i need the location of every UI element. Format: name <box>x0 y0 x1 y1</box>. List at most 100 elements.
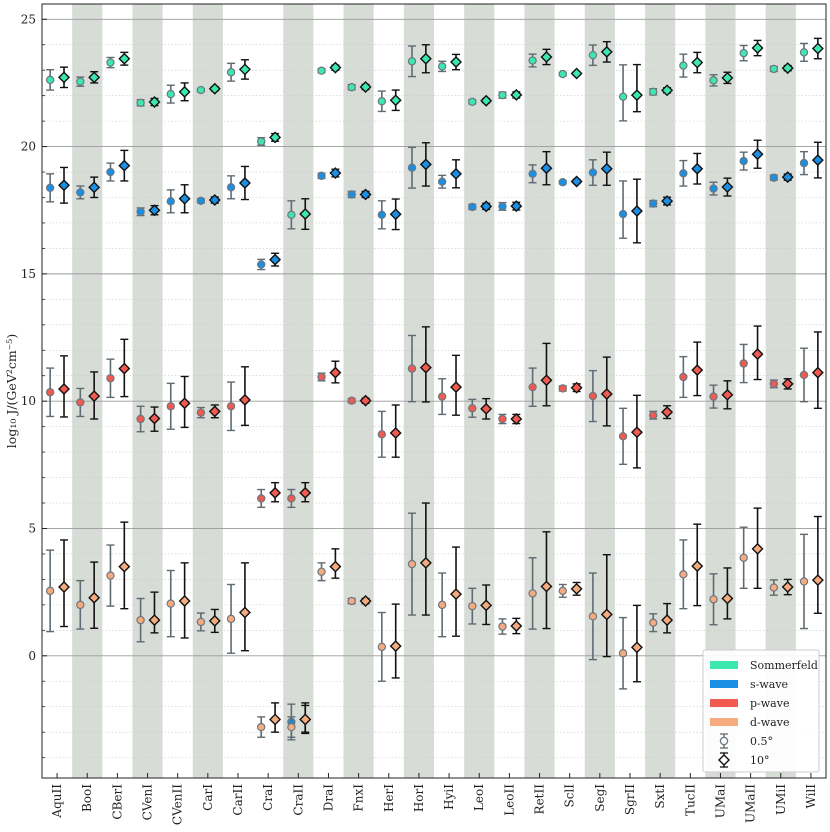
s-wave-10deg-BooI <box>88 181 101 194</box>
s-wave-0.5deg-SxtI <box>649 199 658 208</box>
Sommerfeld-0.5deg-SgrII <box>618 92 628 101</box>
s-wave-10deg-CraI <box>269 253 282 266</box>
p-wave-10deg-WilI <box>811 366 824 379</box>
legend-label-d-wave: d-wave <box>750 716 789 729</box>
Sommerfeld-10deg-SxtI <box>661 84 674 97</box>
Sommerfeld-10deg-TucII <box>691 56 704 69</box>
Sommerfeld-0.5deg-HyiI <box>437 62 447 71</box>
p-wave-0.5deg-SgrII <box>618 432 628 441</box>
legend-swatch-s-wave <box>710 680 738 688</box>
p-wave-10deg-UMaII <box>751 348 764 361</box>
legend-marker-circle <box>719 736 729 746</box>
s-wave-10deg-WilI <box>811 154 824 167</box>
d-wave-0.5deg-CraII <box>287 722 296 732</box>
s-wave-0.5deg-SgrII <box>618 209 628 219</box>
x-tick-label-CarII: CarII <box>231 784 245 816</box>
legend-label-0.5°: 0.5° <box>750 735 773 748</box>
p-wave-0.5deg-SxtI <box>649 410 658 420</box>
x-tick-label-CraI: CraI <box>261 784 275 811</box>
p-wave-0.5deg-TucII <box>679 372 688 382</box>
Sommerfeld-0.5deg-HerI <box>377 97 387 106</box>
p-wave-10deg-AquII <box>58 382 71 395</box>
Sommerfeld-0.5deg-FnxI <box>347 83 356 92</box>
s-wave-0.5deg-UMiI <box>769 173 779 182</box>
band-HorI <box>403 4 434 778</box>
p-wave-0.5deg-UMaI <box>709 392 718 401</box>
p-wave-10deg-HerI <box>389 427 402 439</box>
p-wave-0.5deg-CarI <box>196 408 206 417</box>
p-wave-10deg-SclI <box>570 381 583 394</box>
s-wave-0.5deg-DraI <box>317 171 326 181</box>
Sommerfeld-10deg-HerI <box>389 94 402 107</box>
Sommerfeld-0.5deg-UMiI <box>769 64 779 74</box>
s-wave-10deg-CVenII <box>178 192 191 205</box>
Sommerfeld-10deg-CVenII <box>178 85 191 98</box>
s-wave-0.5deg-UMaI <box>709 184 718 193</box>
d-wave-0.5deg-DraI <box>317 567 326 576</box>
d-wave-10deg-SxtI <box>661 614 674 627</box>
Sommerfeld-10deg-UMaII <box>751 42 764 55</box>
grid-lines <box>42 18 826 758</box>
p-wave-0.5deg-CVenI <box>136 414 145 424</box>
y-tick-label: 25 <box>21 12 36 26</box>
p-wave-10deg-SxtI <box>661 406 674 419</box>
d-wave-0.5deg-LeoI <box>468 601 477 611</box>
p-wave-10deg-RetII <box>540 374 553 387</box>
Sommerfeld-0.5deg-CarI <box>196 85 206 95</box>
band-RetII <box>524 4 555 778</box>
legend-label-s-wave: s-wave <box>750 678 788 691</box>
s-wave-0.5deg-LeoII <box>498 202 507 211</box>
p-wave-0.5deg-CVenII <box>166 402 175 411</box>
Sommerfeld-10deg-SclI <box>570 67 583 80</box>
d-wave-10deg-UMiI <box>781 581 794 594</box>
d-wave-0.5deg-SgrII <box>618 649 628 658</box>
p-wave-0.5deg-DraI <box>317 372 326 382</box>
y-axis-label: log₁₀ J/(GeV²cm⁻⁵) <box>4 334 19 448</box>
d-wave-0.5deg-CVenII <box>166 599 175 608</box>
p-wave-0.5deg-WilI <box>799 370 809 380</box>
Sommerfeld-10deg-LeoI <box>480 94 493 107</box>
s-wave-0.5deg-TucII <box>679 169 688 178</box>
Sommerfeld-10deg-HorI <box>419 52 432 65</box>
band-SegI <box>584 4 615 778</box>
Sommerfeld-10deg-UMiI <box>781 62 794 75</box>
d-wave-10deg-SegI <box>600 608 613 621</box>
y-axis-ticks: 0 5 10 15 20 25 <box>21 12 47 759</box>
legend-label-Sommerfeld: Sommerfeld <box>750 659 818 672</box>
band-CarI <box>192 4 223 778</box>
Sommerfeld-10deg-CarI <box>208 82 221 95</box>
p-wave-0.5deg-CBerI <box>106 374 115 383</box>
s-wave-10deg-RetII <box>540 162 553 175</box>
d-wave-10deg-UMaII <box>751 542 764 555</box>
s-wave-0.5deg-AquII <box>45 183 55 193</box>
d-wave-0.5deg-CarII <box>226 614 236 624</box>
p-wave-0.5deg-HerI <box>377 430 387 439</box>
d-wave-0.5deg-HerI <box>377 642 387 652</box>
x-tick-label-SegI: SegI <box>593 784 607 812</box>
d-wave-0.5deg-CarI <box>196 617 206 627</box>
plot-frame <box>41 3 827 779</box>
band-BooI <box>72 4 103 778</box>
p-wave-10deg-CraI <box>269 486 282 499</box>
d-wave-10deg-FnxI <box>359 595 372 608</box>
x-tick-label-LeoII: LeoII <box>502 784 516 816</box>
x-tick-label-HorI: HorI <box>412 784 426 812</box>
legend: Sommerfeld s-wave p-wave d-wave 0.5° 10° <box>702 649 820 773</box>
Sommerfeld-0.5deg-CVenII <box>166 89 175 99</box>
d-wave-10deg-UMaI <box>721 592 734 605</box>
Sommerfeld-10deg-SgrII <box>630 89 643 102</box>
Sommerfeld-10deg-CarII <box>238 63 251 76</box>
d-wave-10deg-CVenII <box>178 595 191 608</box>
x-tick-label-HyiI: HyiI <box>442 784 456 810</box>
Sommerfeld-0.5deg-LeoI <box>468 97 477 106</box>
p-wave-10deg-CraII <box>299 486 312 499</box>
d-wave-0.5deg-RetII <box>528 589 537 598</box>
d-wave-0.5deg-HyiI <box>437 600 447 610</box>
d-wave-10deg-CraI <box>269 713 282 726</box>
legend-swatch-p-wave <box>710 699 738 707</box>
s-wave-0.5deg-SegI <box>588 168 598 177</box>
p-wave-10deg-BooI <box>88 390 101 403</box>
x-tick-label-SxtI: SxtI <box>653 784 667 809</box>
Sommerfeld-10deg-WilI <box>811 42 824 55</box>
d-wave-10deg-CBerI <box>118 560 131 573</box>
